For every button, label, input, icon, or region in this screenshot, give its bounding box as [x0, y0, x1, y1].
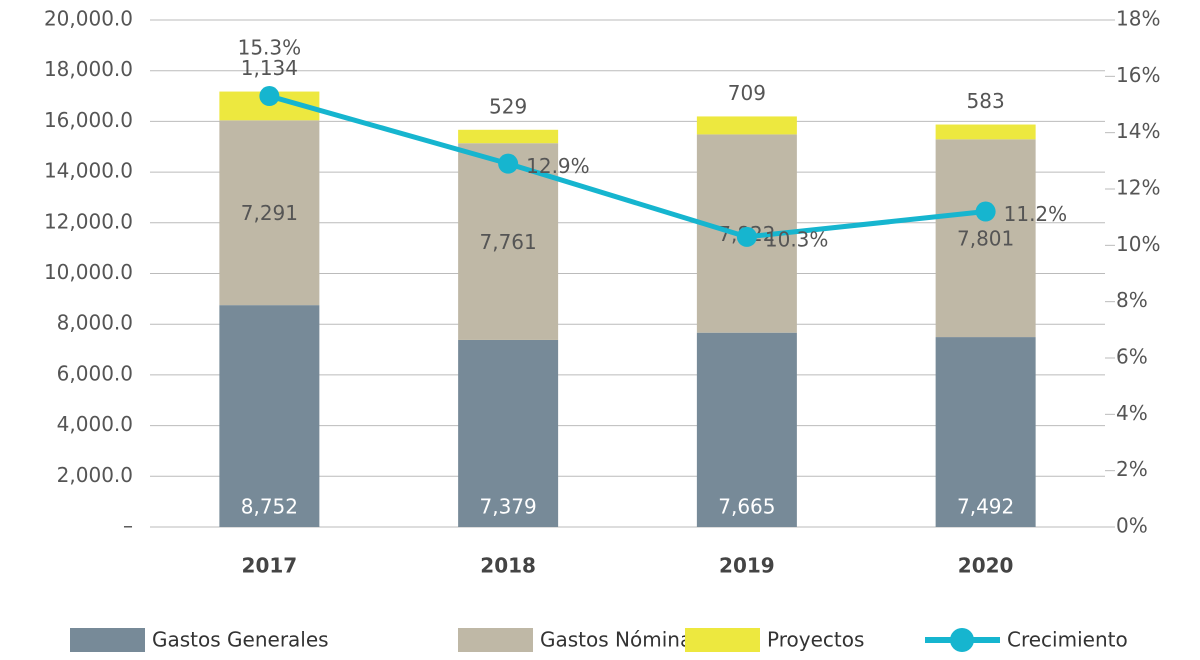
x-tick-label: 2018	[480, 554, 536, 578]
bar-segment	[458, 339, 559, 527]
legend-swatch	[458, 628, 533, 652]
y-tick-label: 2,000.0	[57, 463, 133, 487]
bar-segment	[696, 116, 797, 135]
data-label: 8,752	[241, 495, 298, 519]
data-label: 11.2%	[1004, 202, 1068, 226]
data-label: 7,761	[479, 230, 536, 254]
data-label: 7,291	[241, 201, 298, 225]
x-tick-label: 2019	[719, 554, 775, 578]
y-tick-label: 10,000.0	[44, 260, 133, 284]
data-label: 583	[967, 89, 1005, 113]
bar-segment	[696, 332, 797, 527]
data-label: 7,379	[479, 495, 536, 519]
y-tick-label: 8,000.0	[57, 311, 133, 335]
data-label: 7,665	[718, 495, 775, 519]
legend-swatch	[685, 628, 760, 652]
data-label: 709	[728, 81, 766, 105]
y2-tick-label: 4%	[1116, 401, 1148, 425]
legend-label: Gastos Nómina	[540, 628, 692, 652]
y-tick-label: 4,000.0	[57, 412, 133, 436]
y-tick-label: 6,000.0	[57, 361, 133, 385]
data-label: 15.3%	[238, 36, 302, 60]
y2-tick-label: 6%	[1116, 345, 1148, 369]
bar-segment	[219, 120, 320, 306]
data-label: 529	[489, 94, 527, 118]
bar-segment	[458, 129, 559, 144]
line-marker	[736, 226, 757, 247]
bar-segment	[935, 139, 1036, 338]
y-tick-label: 18,000.0	[44, 57, 133, 81]
legend-label: Crecimiento	[1007, 628, 1128, 652]
data-label: 10.3%	[765, 227, 829, 251]
y2-tick-label: 16%	[1116, 63, 1160, 87]
y2-tick-label: 10%	[1116, 232, 1160, 256]
data-label: 12.9%	[526, 154, 590, 178]
data-label: 7,801	[957, 227, 1014, 251]
bar-segment	[935, 124, 1036, 140]
x-tick-label: 2020	[958, 554, 1014, 578]
y-tick-label: 16,000.0	[44, 108, 133, 132]
legend-label: Gastos Generales	[152, 628, 329, 652]
y2-tick-label: 14%	[1116, 119, 1160, 143]
legend-label: Proyectos	[767, 628, 864, 652]
line-marker	[259, 86, 280, 107]
y2-tick-label: 8%	[1116, 288, 1148, 312]
data-label: 1,134	[241, 56, 298, 80]
y2-tick-label: 12%	[1116, 176, 1160, 200]
bar-segment	[935, 337, 1036, 527]
y2-tick-label: 0%	[1116, 514, 1148, 538]
line-marker	[498, 153, 519, 174]
y-tick-label: 20,000.0	[44, 7, 133, 31]
data-label: 7,492	[957, 495, 1014, 519]
y-tick-label: –	[123, 514, 133, 538]
y2-tick-label: 2%	[1116, 457, 1148, 481]
y-tick-label: 12,000.0	[44, 209, 133, 233]
line	[268, 93, 986, 240]
line-marker	[975, 201, 996, 222]
y2-tick-label: 18%	[1116, 7, 1160, 31]
legend-swatch	[70, 628, 145, 652]
bar-segment	[219, 305, 320, 527]
x-tick-label: 2017	[242, 554, 298, 578]
y-tick-label: 14,000.0	[44, 159, 133, 183]
legend-swatch	[950, 628, 974, 652]
